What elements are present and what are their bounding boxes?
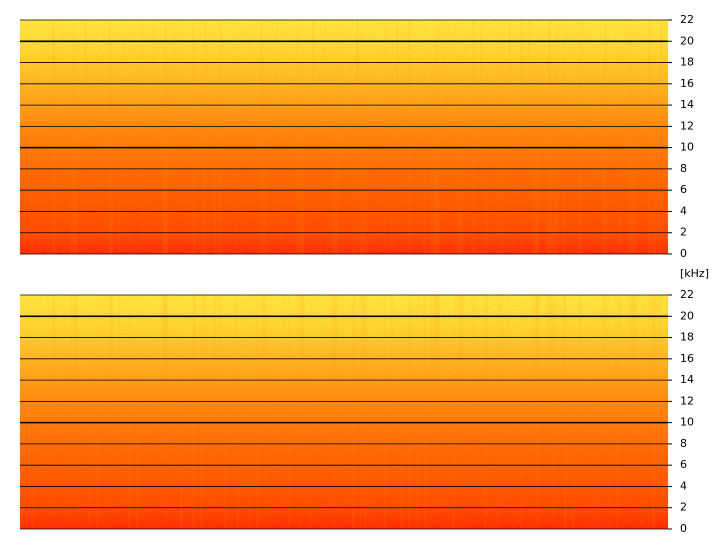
y-tick-label: 20: [680, 309, 694, 322]
y-tick-label: 16: [680, 77, 694, 90]
y-tick-label: 18: [680, 331, 694, 344]
y-tick-label: 2: [680, 501, 687, 514]
y-tick-label: 4: [680, 479, 687, 492]
y-tick-label: 6: [680, 458, 687, 471]
y-tick-label: 0: [680, 247, 687, 260]
y-tick-label: 12: [680, 119, 694, 132]
y-tick-label: 8: [680, 437, 687, 450]
spectrogram-panel: 0 2 4 6 8 10 12 14 16 18 20 22: [20, 13, 694, 260]
spectrogram-streaks: [20, 295, 668, 529]
spectrogram-panel: 0 2 4 6 8 10 12 14 16 18 20 22 [kHz]: [20, 267, 709, 535]
y-tick-label: 2: [680, 226, 687, 239]
y-tick-label: 6: [680, 183, 687, 196]
y-tick-label: 14: [680, 373, 694, 386]
y-tick-label: 16: [680, 352, 694, 365]
y-tick-label: 4: [680, 204, 687, 217]
y-tick-label: 14: [680, 98, 694, 111]
y-tick-label: 20: [680, 34, 694, 47]
y-tick-label: 8: [680, 162, 687, 175]
y-tick-label: 10: [680, 416, 694, 429]
y-tick-label: 0: [680, 522, 687, 535]
y-tick-label: 22: [680, 13, 694, 26]
y-tick-label: 22: [680, 288, 694, 301]
y-tick-label: 12: [680, 394, 694, 407]
y-tick-label: 18: [680, 56, 694, 69]
y-tick-label: 10: [680, 141, 694, 154]
y-axis-label: [kHz]: [680, 267, 709, 280]
spectrogram-streaks: [20, 20, 668, 254]
